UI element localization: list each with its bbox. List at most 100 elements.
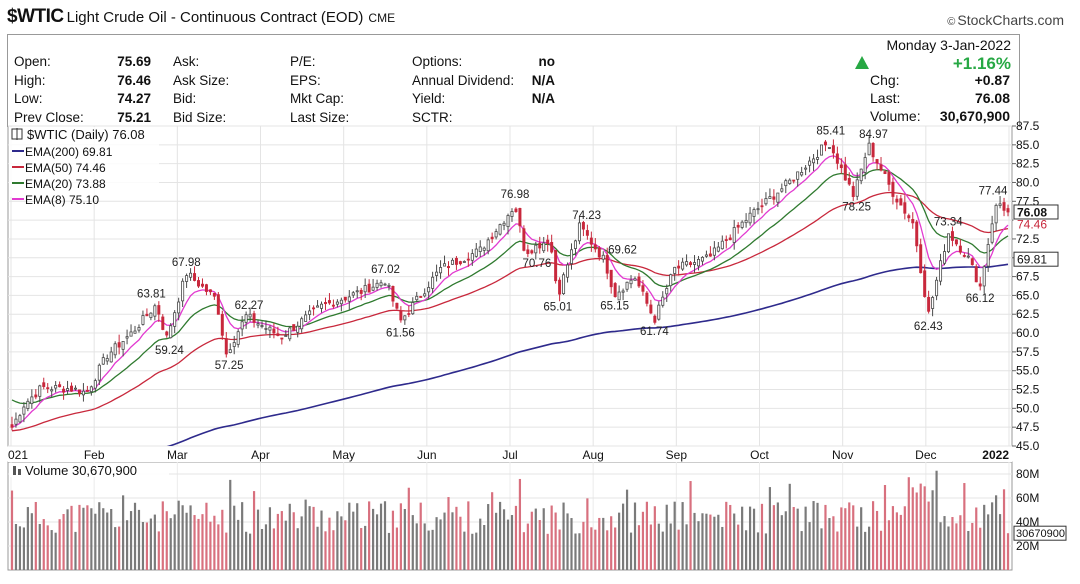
candle-body — [732, 227, 736, 243]
volume-bar — [185, 512, 188, 570]
ema200-tag-bg — [1013, 251, 1059, 267]
price-annotation: 66.12 — [966, 293, 995, 305]
candle-body — [466, 258, 470, 261]
candle-body — [820, 144, 823, 156]
month-tick-label: Dec — [915, 448, 936, 462]
volume-bar — [141, 522, 145, 570]
ema8-line — [11, 155, 1009, 428]
candle-body — [272, 328, 276, 334]
candle-body — [764, 198, 768, 205]
volume-bar — [848, 502, 851, 570]
volume-bar — [403, 509, 406, 570]
candle-body — [776, 192, 780, 203]
candle-body — [351, 292, 355, 296]
volume-tick-label: 80M — [1016, 467, 1039, 481]
candle-body — [653, 315, 657, 323]
candle-body — [200, 283, 204, 287]
candle-body — [788, 179, 792, 184]
quote-label: Options: — [412, 54, 463, 69]
volume-bar — [368, 501, 371, 570]
candle-body — [554, 249, 558, 282]
volume-bar — [26, 507, 29, 570]
volume-bar — [689, 481, 692, 570]
price-annotation: 69.62 — [608, 245, 637, 257]
volume-bar — [157, 531, 160, 570]
candle-body — [268, 326, 272, 331]
volume-bar — [90, 508, 93, 570]
candle-body — [189, 272, 193, 278]
volume-bar — [737, 524, 740, 570]
volume-bar — [375, 514, 379, 570]
candle-body — [89, 386, 93, 393]
volume-bar — [328, 517, 331, 570]
volume-bar — [252, 491, 256, 570]
candle-body — [260, 325, 264, 327]
month-tick-label: Oct — [750, 448, 769, 462]
volume-legend-icon — [13, 466, 16, 475]
volume-bar — [641, 511, 645, 570]
candle-body — [681, 261, 685, 270]
candles-group — [10, 136, 1010, 431]
candle-body — [593, 244, 597, 250]
quote-label: Prev Close: — [14, 109, 84, 125]
candle-body — [804, 167, 808, 170]
candle-body — [748, 212, 752, 224]
candle-body — [323, 302, 327, 305]
last-value: 76.08 — [974, 90, 1010, 106]
volume-bar — [741, 506, 744, 570]
volume-bar — [899, 514, 902, 570]
candle-body — [395, 302, 399, 309]
volume-bar — [284, 520, 287, 570]
candle-body — [22, 406, 26, 415]
candle-body — [538, 243, 542, 249]
quote-row: Last Size: — [290, 109, 410, 128]
candle-body — [637, 276, 641, 287]
candle-body — [954, 239, 958, 245]
candle-body — [994, 204, 998, 224]
volume-bar — [875, 510, 879, 570]
volume-tick-label: 40M — [1016, 515, 1039, 529]
volume-bar — [122, 495, 125, 570]
volume-bar — [729, 504, 732, 570]
candle-body — [46, 387, 50, 390]
volume-bar — [360, 528, 363, 570]
volume-bar — [697, 521, 700, 570]
brand-link[interactable]: © StockCharts.com — [947, 12, 1064, 28]
volume-bar — [796, 508, 799, 570]
candle-body — [867, 142, 871, 156]
volume-bar — [364, 525, 367, 570]
month-tick-label: Jun — [417, 448, 436, 462]
candle-body — [403, 315, 407, 321]
volume-bar — [173, 514, 176, 570]
volume-bar — [979, 527, 982, 570]
candle-body — [990, 223, 994, 243]
candle-body — [331, 304, 335, 307]
volume-bar — [578, 533, 581, 570]
volume-bar — [70, 505, 73, 570]
candle-body — [704, 254, 708, 257]
candle-body — [81, 390, 85, 396]
volume-bar — [685, 524, 688, 570]
price-annotation: 73.34 — [934, 217, 963, 229]
candle-body — [974, 266, 978, 283]
candle-body — [62, 388, 66, 393]
volume-bar — [943, 516, 946, 570]
candle-body — [518, 208, 522, 227]
volume-bar — [483, 525, 486, 570]
candle-body — [113, 343, 117, 356]
candle-body — [407, 313, 411, 315]
last-price-tag-bg — [1013, 204, 1059, 220]
candle-body — [1006, 208, 1010, 213]
volume-bar — [514, 505, 518, 570]
candle-body — [550, 242, 554, 253]
quote-value: N/A — [531, 91, 555, 106]
volume-bar — [756, 532, 760, 570]
candle-body — [986, 244, 990, 267]
candle-body — [367, 283, 371, 293]
volume-bar — [217, 524, 220, 570]
candle-body — [784, 180, 788, 187]
candle-body — [530, 250, 534, 254]
change-value: +0.87 — [974, 72, 1010, 88]
change-label: Chg: — [870, 72, 900, 88]
price-annotation: 62.43 — [914, 321, 943, 333]
